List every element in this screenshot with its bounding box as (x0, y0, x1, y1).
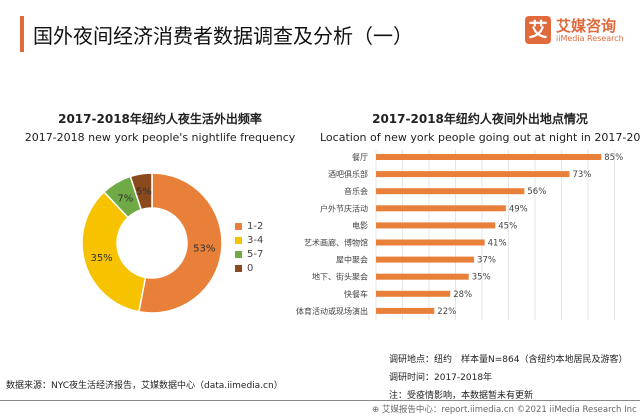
bar-category-label: 艺术画廊、博物馆 (304, 238, 368, 248)
bar-value-label: 37% (477, 256, 496, 266)
legend-swatch (235, 223, 242, 230)
donut-label: 35% (90, 253, 112, 264)
footer-divider (0, 400, 640, 401)
donut-title: 2017-2018年纽约人夜生活外出频率 (58, 112, 262, 126)
bar-value-label: 22% (437, 307, 456, 317)
legend-swatch (235, 237, 242, 244)
bar (376, 188, 525, 195)
legend-label: 3-4 (247, 235, 264, 246)
bar-category-label: 酒吧俱乐部 (328, 169, 368, 179)
bar-value-label: 49% (509, 204, 528, 214)
note-time: 调研时间：2017-2018年 (389, 373, 493, 383)
bar-category-label: 餐厅 (352, 153, 368, 162)
bar-title: 2017-2018年纽约人夜间外出地点情况 (372, 112, 588, 126)
bar (376, 171, 570, 178)
legend-label: 0 (247, 263, 254, 274)
bar (376, 256, 475, 263)
note-update: 注：受疫情影响，本数据暂未有更新 (389, 391, 534, 401)
legend-item: 3-4 (235, 235, 263, 246)
bar-value-label: 56% (527, 187, 546, 197)
bar-category-label: 体育活动或现场演出 (296, 306, 368, 316)
data-source: 数据来源：NYC夜生活经济报告，艾媒数据中心（data.iimedia.cn） (6, 381, 283, 391)
logo-en: iiMedia Research (556, 34, 624, 43)
bar-category-label: 户外节庆活动 (320, 203, 368, 213)
legend-swatch (235, 251, 242, 258)
legend-item: 5-7 (235, 249, 263, 260)
bar (376, 205, 506, 212)
bar-value-label: 28% (453, 290, 472, 300)
bar (376, 290, 451, 297)
bar (376, 154, 602, 160)
bar-category-label: 屋中聚会 (336, 255, 368, 265)
page-title: 国外夜间经济消费者数据调查及分析（一） (33, 24, 413, 48)
bar-chart: 餐厅 85% 酒吧俱乐部 73% 音乐会 56% 户外节庆活动 49% 电影 45% 艺术画廊、博物… (296, 150, 623, 320)
copyright: ⊕ 艾媒报告中心：report.iimedia.cn ©2021 iiMedia… (372, 403, 637, 415)
bar-category-label: 快餐车 (344, 289, 368, 299)
logo-mark: 艾 (525, 16, 551, 44)
bar (376, 307, 435, 314)
bar-value-label: 85% (604, 153, 623, 163)
bar-category-label: 地下、街头聚会 (312, 272, 368, 282)
bar-category-label: 电影 (352, 220, 368, 230)
bar-value-label: 35% (472, 273, 491, 283)
legend-label: 5-7 (247, 249, 264, 260)
legend-label: 1-2 (247, 221, 264, 232)
bar-category-label: 音乐会 (344, 186, 368, 196)
note-location: 调研地点：纽约 样本量N=864（含纽约本地居民及游客） (389, 355, 628, 365)
donut-subtitle: 2017-2018 new york people's nightlife fr… (24, 131, 296, 144)
legend-swatch (235, 265, 242, 272)
donut-label: 5% (136, 187, 152, 198)
bar (376, 273, 469, 280)
bar-value-label: 45% (498, 221, 517, 231)
bar-value-label: 73% (572, 170, 591, 180)
legend-item: 0 (235, 263, 253, 274)
donut-slice-0 (129, 172, 153, 211)
bar-value-label: 41% (488, 239, 507, 249)
donut-chart: 53% 35% 7%5% (81, 172, 223, 314)
bar-subtitle: Location of new york people going out at… (320, 131, 640, 144)
legend-item: 1-2 (235, 221, 263, 232)
logo-cn: 艾媒咨询 (556, 17, 617, 35)
donut-label: 53% (193, 243, 215, 254)
donut-slice-1-2 (138, 172, 223, 314)
title-accent-bar (20, 16, 24, 52)
donut-label: 7% (117, 193, 133, 204)
donut-slice-3-4 (81, 190, 147, 313)
bar (376, 222, 496, 229)
globe-icon: ⊕ (372, 405, 382, 415)
bar (376, 239, 485, 246)
copyright-text: 艾媒报告中心：report.iimedia.cn ©2021 iiMedia R… (381, 405, 637, 415)
